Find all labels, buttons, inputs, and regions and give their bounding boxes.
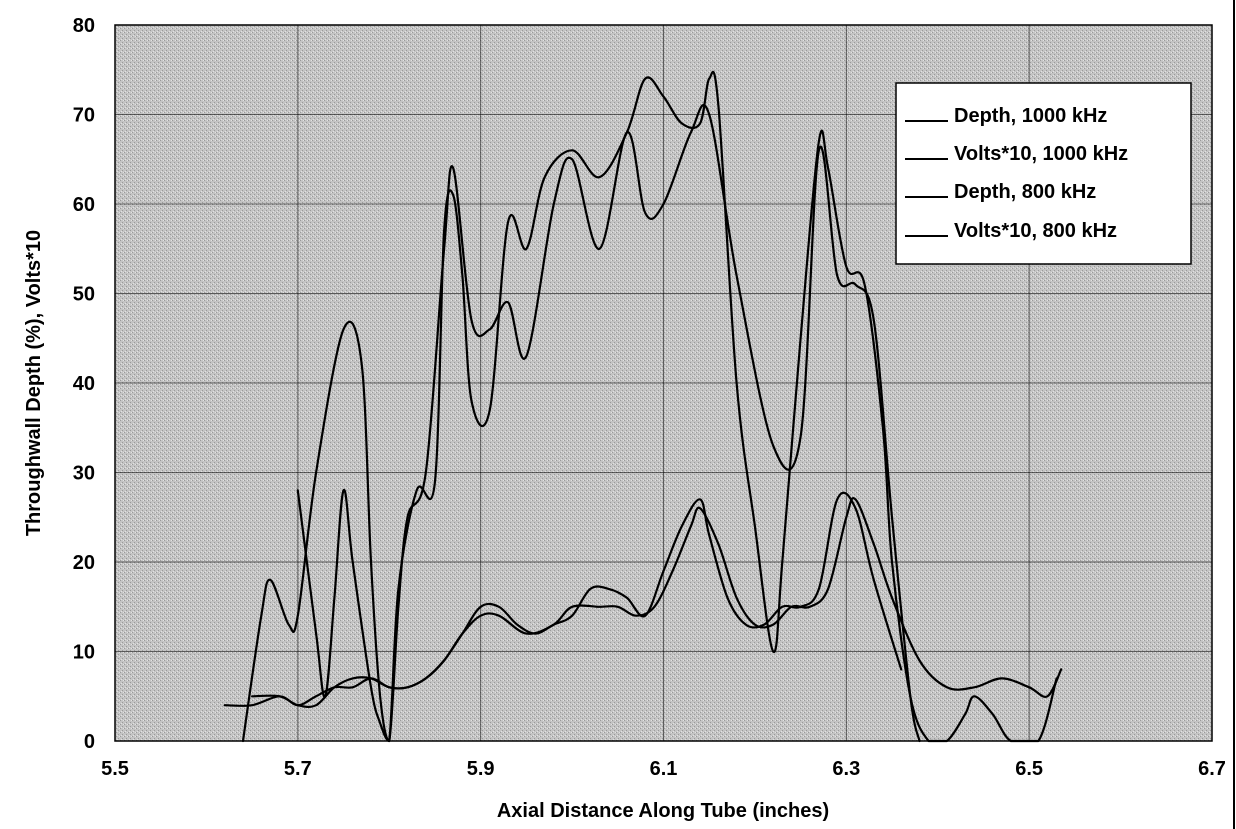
x-tick-labels: 5.5 5.7 5.9 6.1 6.3 6.5 6.7 [101,758,1226,780]
series-line-1 [241,104,921,743]
y-tick-label: 20 [73,552,95,574]
x-tick-label: 5.5 [101,758,129,780]
legend-box [895,82,1192,265]
y-tick-label: 80 [73,15,95,37]
y-tick-labels: 0 10 20 30 40 50 60 70 80 [73,15,95,753]
x-tick-label: 6.3 [832,758,860,780]
legend-label: Volts*10, 1000 kHz [954,143,1128,165]
series-line-4 [251,491,903,709]
x-tick-label: 6.1 [650,758,678,780]
y-tick-label: 30 [73,463,95,485]
legend: Depth, 1000 kHz Volts*10, 1000 kHz Depth, … [895,82,1192,265]
y-tick-label: 10 [73,642,95,664]
plot-frame [114,24,1213,742]
legend-label: Depth, 1000 kHz [954,105,1107,127]
grid-lines [115,25,1212,741]
y-tick-label: 0 [84,731,95,753]
legend-label: Volts*10, 800 kHz [954,220,1117,242]
x-tick-label: 6.5 [1015,758,1043,780]
series-layer [223,70,1063,743]
y-tick-label: 50 [73,284,95,306]
y-tick-label: 60 [73,194,95,216]
y-tick-label: 40 [73,373,95,395]
y-tick-label: 70 [73,105,95,127]
x-tick-label: 6.7 [1198,758,1226,780]
x-axis-title: Axial Distance Along Tube (inches) [497,800,829,822]
legend-label: Depth, 800 kHz [954,181,1096,203]
x-tick-label: 5.7 [284,758,312,780]
y-axis-title: Throughwall Depth (%), Volts*10 [23,230,45,536]
x-tick-label: 5.9 [467,758,495,780]
